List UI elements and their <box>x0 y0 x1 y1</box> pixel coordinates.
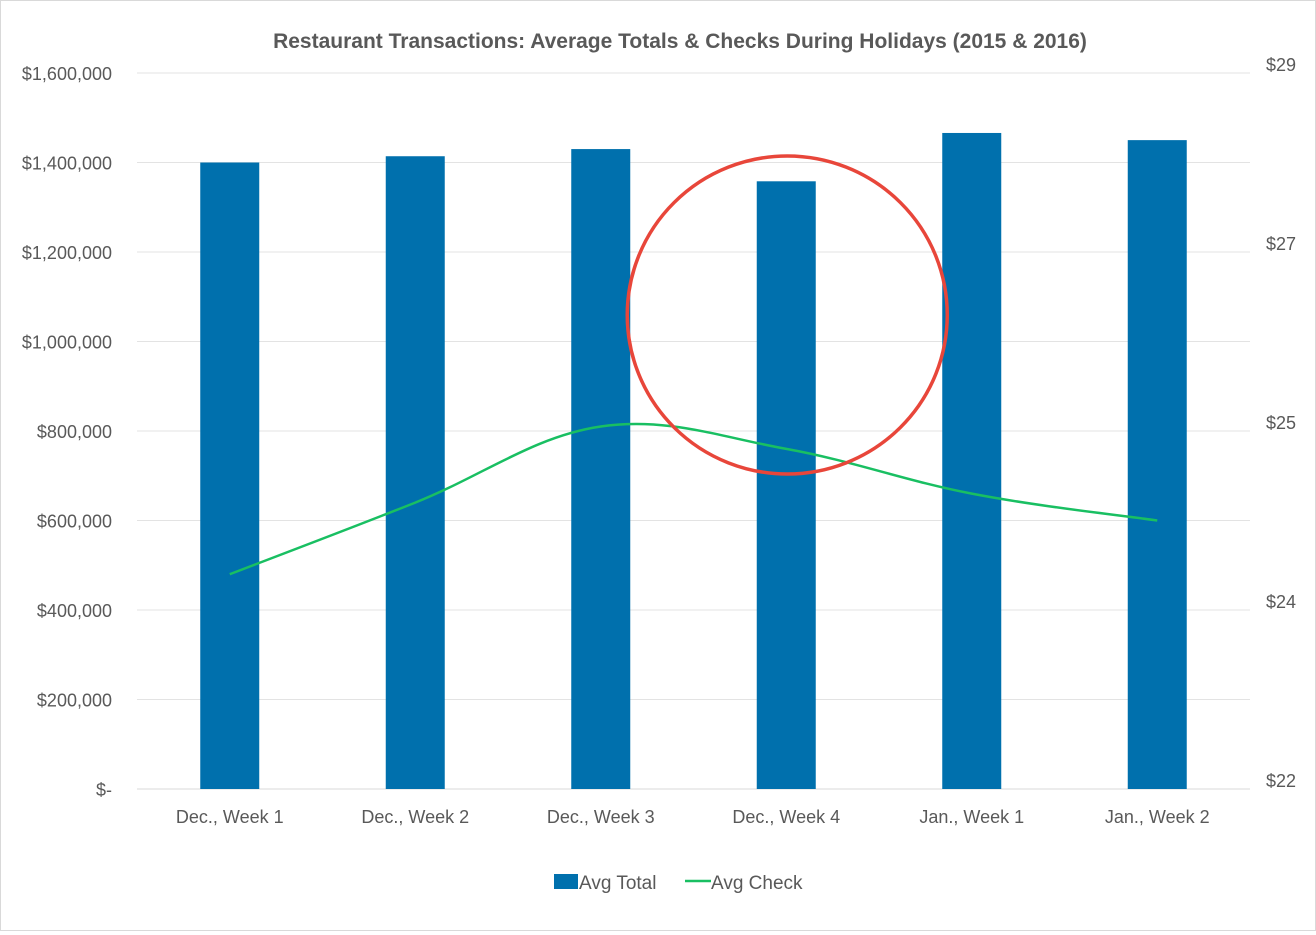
avg-check-line <box>229 422 1158 576</box>
bar <box>1127 140 1187 789</box>
y-right-tick-label: $27 <box>1266 234 1296 254</box>
y-right-tick-label: $29 <box>1266 55 1296 75</box>
x-tick-label: Dec., Week 4 <box>732 807 840 827</box>
bar-series-avg-total <box>200 132 1187 790</box>
x-tick-label: Jan., Week 2 <box>1105 807 1210 827</box>
line-series-avg-check <box>229 422 1158 576</box>
y-right-tick-label: $22 <box>1266 771 1296 791</box>
highlight-circle <box>625 154 949 476</box>
y-left-tick-label: $600,000 <box>37 512 112 532</box>
bar <box>200 162 260 789</box>
bar <box>571 149 631 789</box>
annotation-layer <box>625 154 949 476</box>
legend-swatch-avg-total <box>554 874 578 889</box>
gridlines <box>137 72 1250 790</box>
y-right-tick-label: $24 <box>1266 592 1296 612</box>
y-right-tick-label: $25 <box>1266 413 1296 433</box>
bar <box>756 181 816 790</box>
y-left-tick-label: $1,400,000 <box>22 154 112 174</box>
legend: Avg Total Avg Check <box>554 873 803 894</box>
y-left-tick-label: $800,000 <box>37 422 112 442</box>
legend-label-avg-check: Avg Check <box>711 873 803 894</box>
y-left-tick-label: $1,600,000 <box>22 64 112 84</box>
x-tick-label: Dec., Week 2 <box>361 807 469 827</box>
y-left-tick-label: $1,000,000 <box>22 333 112 353</box>
legend-label-avg-total: Avg Total <box>579 873 656 894</box>
y-left-tick-label: $1,200,000 <box>22 243 112 263</box>
x-tick-label: Dec., Week 3 <box>547 807 655 827</box>
right-axis: $22 $24 $25 $27 $29 <box>1266 55 1296 791</box>
bar <box>942 132 1002 790</box>
x-tick-label: Dec., Week 1 <box>176 807 284 827</box>
left-axis: $- $200,000 $400,000 $600,000 $800,000 $1,000… <box>22 64 112 800</box>
x-axis: Dec., Week 1 Dec., Week 2 Dec., Week 3 Dec.… <box>176 807 1210 827</box>
chart-title: Restaurant Transactions: Average Totals … <box>273 30 1087 53</box>
x-tick-label: Jan., Week 1 <box>919 807 1024 827</box>
y-left-tick-label: $200,000 <box>37 691 112 711</box>
y-left-tick-label: $- <box>96 780 112 800</box>
bar <box>385 156 445 790</box>
y-left-tick-label: $400,000 <box>37 601 112 621</box>
